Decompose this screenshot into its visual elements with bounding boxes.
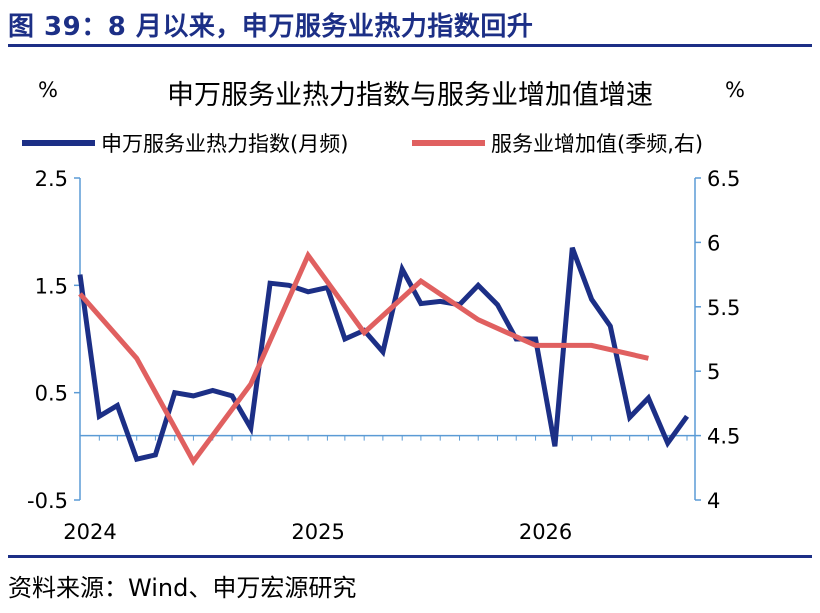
legend-label-value-added: 服务业增加值(季频,右) [491, 132, 703, 156]
legend-label-heat-index: 申万服务业热力指数(月频) [101, 132, 348, 156]
legend: 申万服务业热力指数(月频) 服务业增加值(季频,右) [22, 132, 703, 156]
right-tick-label: 6 [707, 231, 720, 255]
chart-title: 申万服务业热力指数与服务业增加值增速 [167, 80, 653, 111]
right-tick-label: 6.5 [707, 167, 740, 191]
left-unit-label: % [38, 78, 58, 102]
x-tick-label: 2024 [63, 520, 116, 544]
series-line-heat-index [77, 246, 690, 463]
left-tick-label: 1.5 [35, 274, 68, 298]
left-tick-label: 2.5 [35, 167, 68, 191]
figure-title: 图 39：8 月以来，申万服务业热力指数回升 [8, 12, 534, 42]
right-unit-label: % [725, 78, 745, 102]
plot-area [77, 246, 690, 467]
footer-rule [8, 555, 812, 558]
left-tick-label: -0.5 [27, 489, 68, 513]
x-tick-label: 2026 [519, 520, 572, 544]
left-tick-label: 0.5 [35, 382, 68, 406]
right-tick-label: 5 [707, 360, 720, 384]
right-tick-label: 4 [707, 489, 720, 513]
x-tick-label: 2025 [291, 520, 344, 544]
right-tick-label: 4.5 [707, 425, 740, 449]
axes: 2.5 1.5 0.5 -0.5 6.5 6 5.5 5 4.5 4 2024 2025 2026 [27, 167, 740, 544]
title-rule [8, 44, 812, 47]
right-tick-label: 5.5 [707, 296, 740, 320]
chart: 申万服务业热力指数与服务业增加值增速 % % 申万服务业热力指数(月频) 服务业… [22, 78, 745, 544]
source-note: 资料来源：Wind、申万宏源研究 [8, 574, 357, 602]
